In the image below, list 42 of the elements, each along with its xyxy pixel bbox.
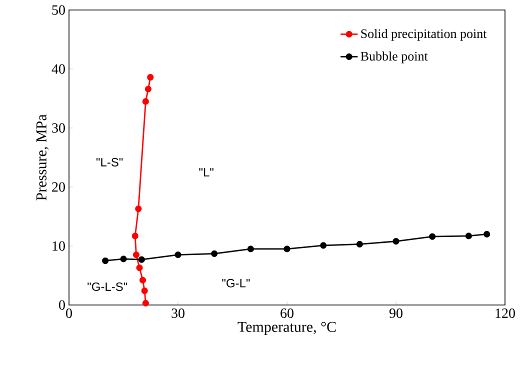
point: [247, 246, 254, 252]
point: [356, 240, 363, 248]
annotation: "G-L-S": [88, 282, 128, 291]
y-tick-label: 30: [52, 123, 65, 133]
x-tick-label: 90: [389, 308, 402, 318]
point: [102, 257, 109, 264]
y-tick-label: 10: [52, 241, 65, 251]
point: [120, 256, 127, 262]
point: [465, 232, 472, 240]
point: [484, 230, 490, 238]
point: [320, 242, 327, 249]
point: [139, 276, 146, 284]
point: [174, 252, 182, 258]
point: [142, 98, 149, 105]
y-axis-title: Pressure, MPa: [36, 114, 49, 200]
y-tick-label: 0: [59, 300, 65, 310]
y-tick-label: 40: [52, 64, 65, 74]
legend-label: Solid precipitation point: [361, 28, 487, 41]
point: [211, 250, 218, 257]
point: [135, 206, 142, 212]
point: [429, 233, 436, 240]
point: [147, 74, 154, 81]
x-tick-label: 60: [280, 308, 294, 318]
point: [142, 300, 149, 307]
point: [136, 264, 143, 272]
x-tick-label: 0: [66, 308, 72, 318]
point: [132, 232, 138, 240]
point: [141, 288, 148, 294]
annotation: "L-S": [96, 158, 123, 166]
point: [138, 256, 145, 263]
x-tick-label: 30: [172, 308, 184, 318]
y-tick-label: 20: [52, 182, 65, 192]
y-tick-label: 50: [52, 5, 65, 15]
point: [392, 238, 400, 245]
legend-label: Bubble point: [360, 51, 428, 64]
x-tick-label: 120: [496, 308, 515, 318]
point: [284, 246, 290, 252]
annotation: "G-L": [222, 278, 250, 288]
annotation: "L": [199, 168, 214, 176]
point: [132, 252, 140, 258]
point: [144, 86, 152, 92]
x-axis-title: Temperature, °C: [238, 322, 336, 336]
